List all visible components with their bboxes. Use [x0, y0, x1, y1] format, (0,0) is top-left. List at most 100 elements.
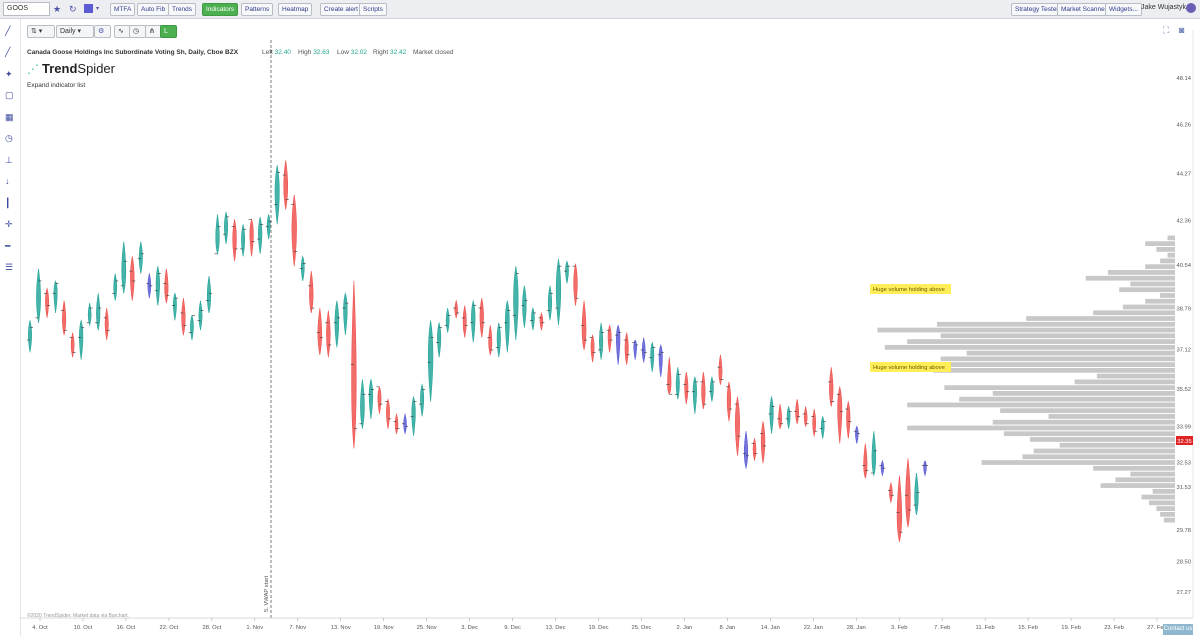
- rectangle-tool-icon[interactable]: ▢: [5, 90, 14, 100]
- volume-profile-bar: [966, 350, 1175, 356]
- settings-gear-icon[interactable]: ⚙: [94, 25, 111, 38]
- clock-tool-icon[interactable]: ◷: [5, 133, 13, 143]
- scripts-button[interactable]: Scripts: [359, 3, 387, 16]
- arrow-down-tool-icon[interactable]: ↓: [5, 176, 10, 186]
- volume-profile-bar: [1026, 316, 1175, 321]
- x-tick-label: 4. Oct: [32, 625, 48, 631]
- candle-body: [130, 256, 135, 301]
- candle-body: [87, 303, 92, 327]
- patterns-button[interactable]: Patterns: [241, 3, 274, 16]
- camera-icon[interactable]: ◙: [1179, 25, 1185, 35]
- candle-body: [232, 219, 237, 262]
- fib-tool-icon[interactable]: ⊥: [5, 155, 13, 165]
- volume-profile-bar: [940, 356, 1175, 362]
- candle-body: [45, 287, 49, 318]
- candle-body: [513, 266, 519, 341]
- chart-type-select[interactable]: ⇅ ▾: [27, 25, 55, 38]
- candle-body: [701, 372, 706, 410]
- volume-profile-bar: [1033, 448, 1175, 454]
- candle-body: [403, 412, 407, 435]
- volume-profile-bar: [1160, 511, 1175, 517]
- candle-body: [309, 271, 314, 314]
- x-tick-label: 1. Nov: [246, 625, 263, 631]
- fib-levels-tool-icon[interactable]: ☰: [5, 262, 14, 272]
- crosshair-tool-icon[interactable]: ✛: [5, 219, 13, 229]
- magic-wand-icon[interactable]: ✦: [5, 69, 13, 79]
- trends-button[interactable]: Trends: [168, 3, 196, 16]
- candle-body: [803, 406, 808, 428]
- color-swatch-icon[interactable]: [84, 4, 93, 13]
- x-tick-label: 15. Feb: [1018, 625, 1038, 631]
- x-tick-label: 7. Nov: [289, 625, 306, 631]
- auto-fib-button[interactable]: Auto Fib: [137, 3, 170, 16]
- volume-profile-bar: [1167, 252, 1175, 258]
- vwap-start-label: 5. VWAP start: [264, 576, 270, 612]
- timeframe-value: Daily: [60, 28, 76, 35]
- volume-profile-bar: [1048, 414, 1175, 419]
- candle-body: [206, 275, 212, 314]
- contact-us-button[interactable]: Contact us: [1163, 624, 1193, 635]
- widgets-button[interactable]: Widgets...: [1105, 3, 1142, 16]
- wave-icon[interactable]: ∿: [114, 25, 131, 38]
- user-name[interactable]: Jake Wujastyk: [1141, 4, 1186, 11]
- candle-body: [104, 307, 109, 341]
- volume-profile-bar: [1145, 241, 1175, 247]
- expand-indicator-list-link[interactable]: Expand indicator list: [27, 82, 86, 89]
- x-tick-label: 22. Jan: [804, 625, 823, 631]
- candle-body: [181, 298, 186, 336]
- x-tick-label: 11. Feb: [976, 625, 995, 631]
- candle-body: [62, 300, 67, 336]
- volume-profile-bar: [1000, 408, 1175, 414]
- y-tick-label: 35.52: [1176, 387, 1191, 393]
- x-tick-label: 19. Feb: [1061, 625, 1081, 631]
- volume-profile-bar: [1119, 287, 1175, 293]
- star-icon[interactable]: ★: [53, 4, 62, 14]
- ohlc-low: Low 32.02: [337, 49, 367, 56]
- x-tick-label: 27. Feb: [1147, 625, 1167, 631]
- candle-body: [616, 324, 621, 365]
- candle-body: [147, 272, 152, 299]
- candle-body: [607, 324, 612, 353]
- ohlc-left-value: 32.40: [274, 49, 291, 56]
- candle-body: [70, 332, 75, 358]
- mtfa-button[interactable]: MTFA: [110, 3, 136, 16]
- indicators-button[interactable]: Indicators: [202, 3, 239, 16]
- logo-trend: Trend: [42, 61, 78, 76]
- history-icon[interactable]: ◷: [129, 25, 146, 38]
- candle-body: [155, 266, 160, 306]
- timeframe-select[interactable]: Daily ▾: [56, 25, 94, 38]
- volume-profile-bar: [1003, 431, 1175, 437]
- candle-body: [658, 344, 663, 378]
- horizontal-line-tool-icon[interactable]: ━: [5, 241, 11, 251]
- volume-profile-bar: [907, 339, 1175, 344]
- refresh-icon[interactable]: ↻: [69, 4, 77, 14]
- ray-tool-icon[interactable]: ╱: [5, 47, 11, 57]
- volume-profile-bar: [1122, 304, 1175, 310]
- trendline-tool-icon[interactable]: ╱: [5, 26, 11, 36]
- ohlc-right-label: Right: [373, 49, 389, 56]
- candle-body: [667, 357, 672, 395]
- candle-body: [241, 224, 246, 257]
- ohlc-low-value: 32.02: [350, 49, 368, 56]
- volume-profile-bar: [1160, 258, 1175, 264]
- channel-tool-icon[interactable]: ▦: [5, 112, 14, 122]
- candle-body: [249, 218, 254, 257]
- y-tick-label: 48.14: [1176, 76, 1191, 82]
- candle-body: [633, 339, 637, 360]
- candle-body: [573, 263, 578, 306]
- volume-profile-bar: [1093, 465, 1175, 471]
- heatmap-button[interactable]: Heatmap: [278, 3, 313, 16]
- chevron-down-icon[interactable]: ▾: [96, 6, 100, 12]
- candle-body: [778, 404, 782, 430]
- volume-profile-bar: [1096, 373, 1175, 379]
- ticker-input[interactable]: GOOS: [3, 2, 50, 16]
- log-scale-icon[interactable]: L: [160, 25, 177, 38]
- fullscreen-icon[interactable]: ⛶: [1163, 25, 1170, 35]
- x-tick-label: 3. Dec: [461, 625, 478, 631]
- volume-profile-bar: [1022, 454, 1175, 460]
- x-axis: 4. Oct 10. Oct 16. Oct 22. Oct 28. Oct 1. Nov…: [32, 618, 1167, 631]
- candle-body: [743, 431, 749, 470]
- vertical-line-tool-icon[interactable]: ┃: [5, 198, 11, 208]
- avatar[interactable]: [1186, 3, 1196, 13]
